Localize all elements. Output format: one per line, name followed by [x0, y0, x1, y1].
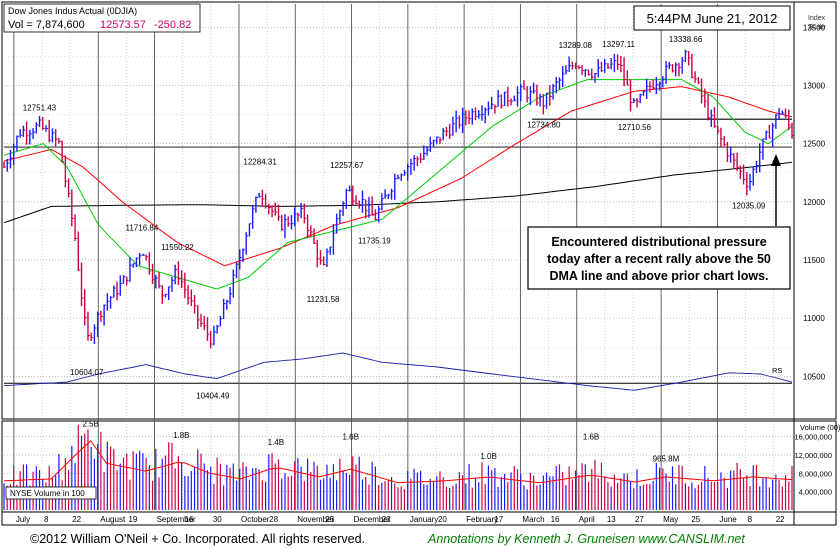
price-tick-label: 12000: [803, 198, 826, 207]
index-scale-label-2: Scale: [808, 24, 826, 31]
date-tick-label: September: [157, 515, 196, 524]
price-axis: 10500 11000 11500 12000 12500 13000 13500: [803, 23, 826, 381]
date-tick-label: August: [100, 515, 126, 524]
price-annotation: 13289.08: [559, 41, 593, 50]
chart-title: Dow Jones Indus Actual (0DJIA): [8, 6, 137, 16]
price-annotation: 11716.84: [126, 224, 159, 233]
price-tick-label: 13500: [803, 23, 826, 32]
date-tick-label: 23: [382, 515, 391, 524]
volume-tick-label: 16,000,000: [794, 433, 832, 442]
volume-axis-title: Volume (00): [800, 423, 840, 432]
date-tick-label: July: [16, 515, 30, 524]
price-annotation: 12710.56: [618, 123, 652, 132]
volume-annotation: 1.4B: [268, 438, 284, 447]
date-tick-label: November: [297, 515, 334, 524]
change-readout: -250.82: [154, 19, 191, 31]
price-annotation: 12257.67: [330, 161, 364, 170]
volume-panel-frame: [1, 420, 837, 513]
volume-tick-label: 8,000,000: [799, 469, 832, 478]
date-tick-label: 20: [438, 515, 447, 524]
price-panel-frame: [1, 1, 837, 420]
annotation-box: [527, 226, 791, 290]
volume-tick-label: 4,000,000: [799, 488, 832, 497]
volume-average-line: [3, 439, 793, 484]
date-tick-label: June: [719, 515, 737, 524]
date-tick-label: 19: [128, 515, 137, 524]
price-annotation: 11231.58: [307, 295, 340, 304]
timestamp-box: [633, 5, 791, 31]
price-annotation: 13338.66: [669, 35, 703, 44]
volume-bars: [3, 424, 793, 510]
price-annotation: 11735.19: [358, 237, 391, 246]
price-annotations: 12751.43 10604.07 11716.84 11550.22 10404.49…: [23, 35, 766, 400]
price-tick-label: 12500: [803, 140, 826, 149]
date-tick-label: April: [579, 515, 595, 524]
price-readout: 12573.57: [100, 19, 146, 31]
volume-annotations: 2.5B 1.8B 1.4B 1.6B 1.0B 1.6B 965.8M: [82, 419, 679, 463]
annotation-line-1: Encountered distributional pressure: [551, 235, 766, 249]
rs-label: RS: [772, 366, 782, 375]
volume-tick-label: 12,000,000: [794, 451, 832, 460]
volume-axis: 4,000,000 8,000,000 12,000,000 16,000,000: [794, 433, 832, 497]
date-tick-label: 16: [551, 515, 560, 524]
volume-readout: Vol = 7,874,600: [8, 19, 85, 31]
title-box: [3, 3, 201, 33]
price-annotation: 12035.09: [732, 202, 766, 211]
date-tick-label: 27: [635, 515, 644, 524]
date-tick-label: 13: [607, 515, 616, 524]
volume-legend: NYSE Volume in 100: [10, 489, 85, 498]
annotation-credit: Annotations by Kenneth J. Gruneisen www.…: [427, 532, 745, 546]
date-tick-label: 25: [691, 515, 700, 524]
annotation-line-3: DMA line and above prior chart lows.: [549, 269, 768, 283]
annotation-line-2: today after a recent rally above the 50: [547, 252, 771, 266]
date-tick-label: December: [354, 515, 391, 524]
price-annotation: 10404.49: [196, 391, 230, 400]
price-tick-label: 11500: [803, 256, 825, 265]
volume-legend-box: [5, 486, 97, 500]
volume-annotation: 2.5B: [82, 419, 98, 428]
annotation-arrow-head: [771, 154, 781, 166]
volume-annotation: 1.6B: [342, 432, 358, 441]
date-tick-label: 22: [72, 515, 81, 524]
ma200-line: [3, 161, 793, 224]
volume-annotation: 1.6B: [583, 432, 599, 441]
date-tick-label: February: [466, 515, 498, 524]
rs-line: [3, 352, 793, 391]
timestamp: 5:44PM June 21, 2012: [647, 11, 778, 26]
copyright: ©2012 William O'Neil + Co. Incorporated.…: [30, 532, 365, 546]
price-tick-label: 13000: [803, 81, 826, 90]
date-axis-frame: [1, 511, 837, 526]
date-tick-label: 8: [44, 515, 49, 524]
ma50-line: [3, 79, 793, 290]
date-tick-label: October: [241, 515, 270, 524]
price-annotation: 13297.11: [602, 40, 635, 49]
price-tick-label: 11000: [803, 314, 825, 323]
date-tick-label: 8: [748, 515, 753, 524]
volume-annotation: 1.0B: [480, 452, 496, 461]
price-annotation: 12751.43: [23, 103, 57, 112]
ma-red-line: [3, 86, 793, 267]
date-tick-label: May: [663, 515, 678, 524]
date-tick-label: March: [522, 515, 544, 524]
volume-annotation: 1.8B: [173, 431, 189, 440]
date-tick-label: 17: [494, 515, 503, 524]
price-tick-label: 10500: [803, 372, 826, 381]
date-tick-label: 25: [325, 515, 334, 524]
price-annotation: 12734.80: [527, 120, 561, 129]
date-tick-label: 22: [776, 515, 785, 524]
index-scale-label: Index: [808, 15, 826, 22]
volume-annotation: 965.8M: [653, 454, 680, 463]
date-tick-label: 28: [269, 515, 278, 524]
moving-average-lines: [3, 79, 793, 391]
date-tick-label: January: [410, 515, 438, 524]
price-annotation: 10604.07: [70, 368, 104, 377]
date-tick-label: 16: [185, 515, 194, 524]
price-annotation: 11550.22: [161, 243, 194, 252]
date-tick-label: 30: [213, 515, 222, 524]
price-bars: [3, 49, 794, 349]
price-annotation: 12284.31: [243, 158, 277, 167]
